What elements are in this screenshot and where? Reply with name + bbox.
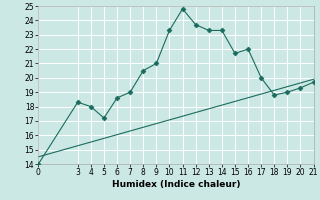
X-axis label: Humidex (Indice chaleur): Humidex (Indice chaleur) [112,180,240,189]
